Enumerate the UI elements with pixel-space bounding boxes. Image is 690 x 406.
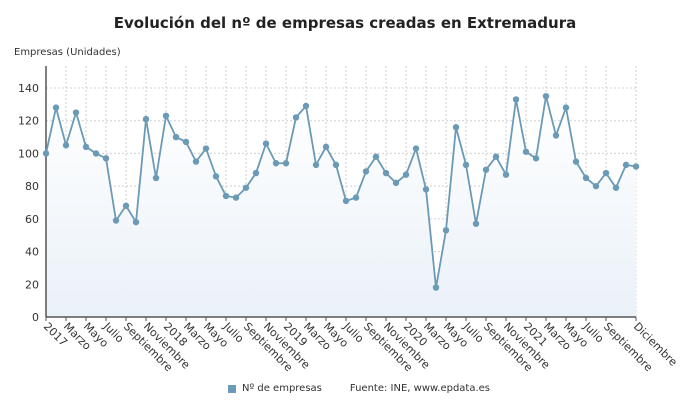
data-point	[612, 184, 620, 191]
data-point	[242, 184, 250, 191]
legend-series-label[interactable]: Nº de empresas	[242, 383, 322, 394]
data-point	[342, 197, 350, 205]
data-point	[52, 104, 60, 111]
data-point	[522, 148, 530, 155]
data-point	[202, 145, 210, 152]
data-point	[102, 155, 110, 162]
data-point	[372, 153, 380, 160]
data-point	[582, 174, 590, 182]
data-point	[382, 169, 390, 177]
data-point	[422, 186, 430, 193]
y-tick-label: 80	[25, 180, 39, 193]
data-point	[72, 109, 80, 116]
data-point	[562, 104, 570, 111]
data-point	[82, 143, 90, 151]
data-point	[92, 150, 100, 157]
data-point	[62, 142, 70, 149]
data-point	[602, 169, 610, 177]
data-point	[512, 96, 520, 103]
data-point	[142, 115, 150, 123]
y-tick-label: 0	[32, 311, 39, 324]
y-tick-label: 60	[25, 213, 39, 226]
data-point	[412, 145, 420, 152]
source-note: Fuente: INE, www.epdata.es	[349, 383, 491, 394]
y-tick-label: 40	[25, 246, 39, 259]
data-point	[212, 173, 220, 180]
data-point	[332, 161, 340, 169]
data-point	[362, 168, 370, 175]
data-point	[262, 140, 270, 147]
data-point	[162, 112, 170, 120]
y-tick-label: 140	[18, 82, 39, 95]
y-tick-label: 100	[18, 147, 39, 160]
data-point	[572, 158, 580, 165]
data-point	[182, 138, 190, 146]
data-point	[352, 194, 360, 201]
data-point	[312, 161, 320, 169]
data-point	[172, 133, 180, 141]
chart-title: Evolución del nº de empresas creadas en …	[113, 14, 577, 32]
data-point	[442, 227, 450, 234]
data-point	[542, 92, 550, 100]
data-point	[462, 161, 470, 169]
data-point	[532, 155, 540, 162]
data-point	[402, 171, 410, 178]
data-point	[632, 163, 640, 170]
legend: Nº de empresas Fuente: INE, www.epdata.e…	[228, 383, 490, 394]
data-point	[232, 194, 240, 201]
data-point	[552, 132, 560, 139]
data-point	[282, 160, 290, 167]
y-tick-label: 120	[18, 115, 39, 128]
data-point	[42, 150, 50, 157]
series-line	[45, 95, 637, 288]
data-point	[152, 174, 160, 182]
data-point	[252, 169, 260, 177]
data-point	[292, 114, 300, 121]
data-point	[482, 166, 490, 173]
data-point	[132, 218, 140, 226]
data-point	[472, 220, 480, 227]
data-point	[272, 160, 280, 167]
data-point	[222, 192, 230, 200]
area-fill	[46, 96, 636, 317]
data-point	[452, 124, 460, 131]
y-tick-label: 20	[25, 278, 39, 291]
legend-swatch	[228, 384, 236, 393]
data-point	[592, 182, 600, 190]
data-point	[432, 284, 440, 291]
data-point	[392, 179, 400, 187]
data-point	[302, 102, 310, 110]
data-point	[502, 171, 510, 178]
data-point	[492, 153, 500, 160]
data-point	[122, 202, 130, 209]
data-point	[192, 158, 200, 165]
data-point	[322, 143, 330, 151]
y-axis-label: Empresas (Unidades)	[14, 47, 121, 58]
data-point	[112, 217, 120, 224]
data-point	[622, 161, 630, 169]
